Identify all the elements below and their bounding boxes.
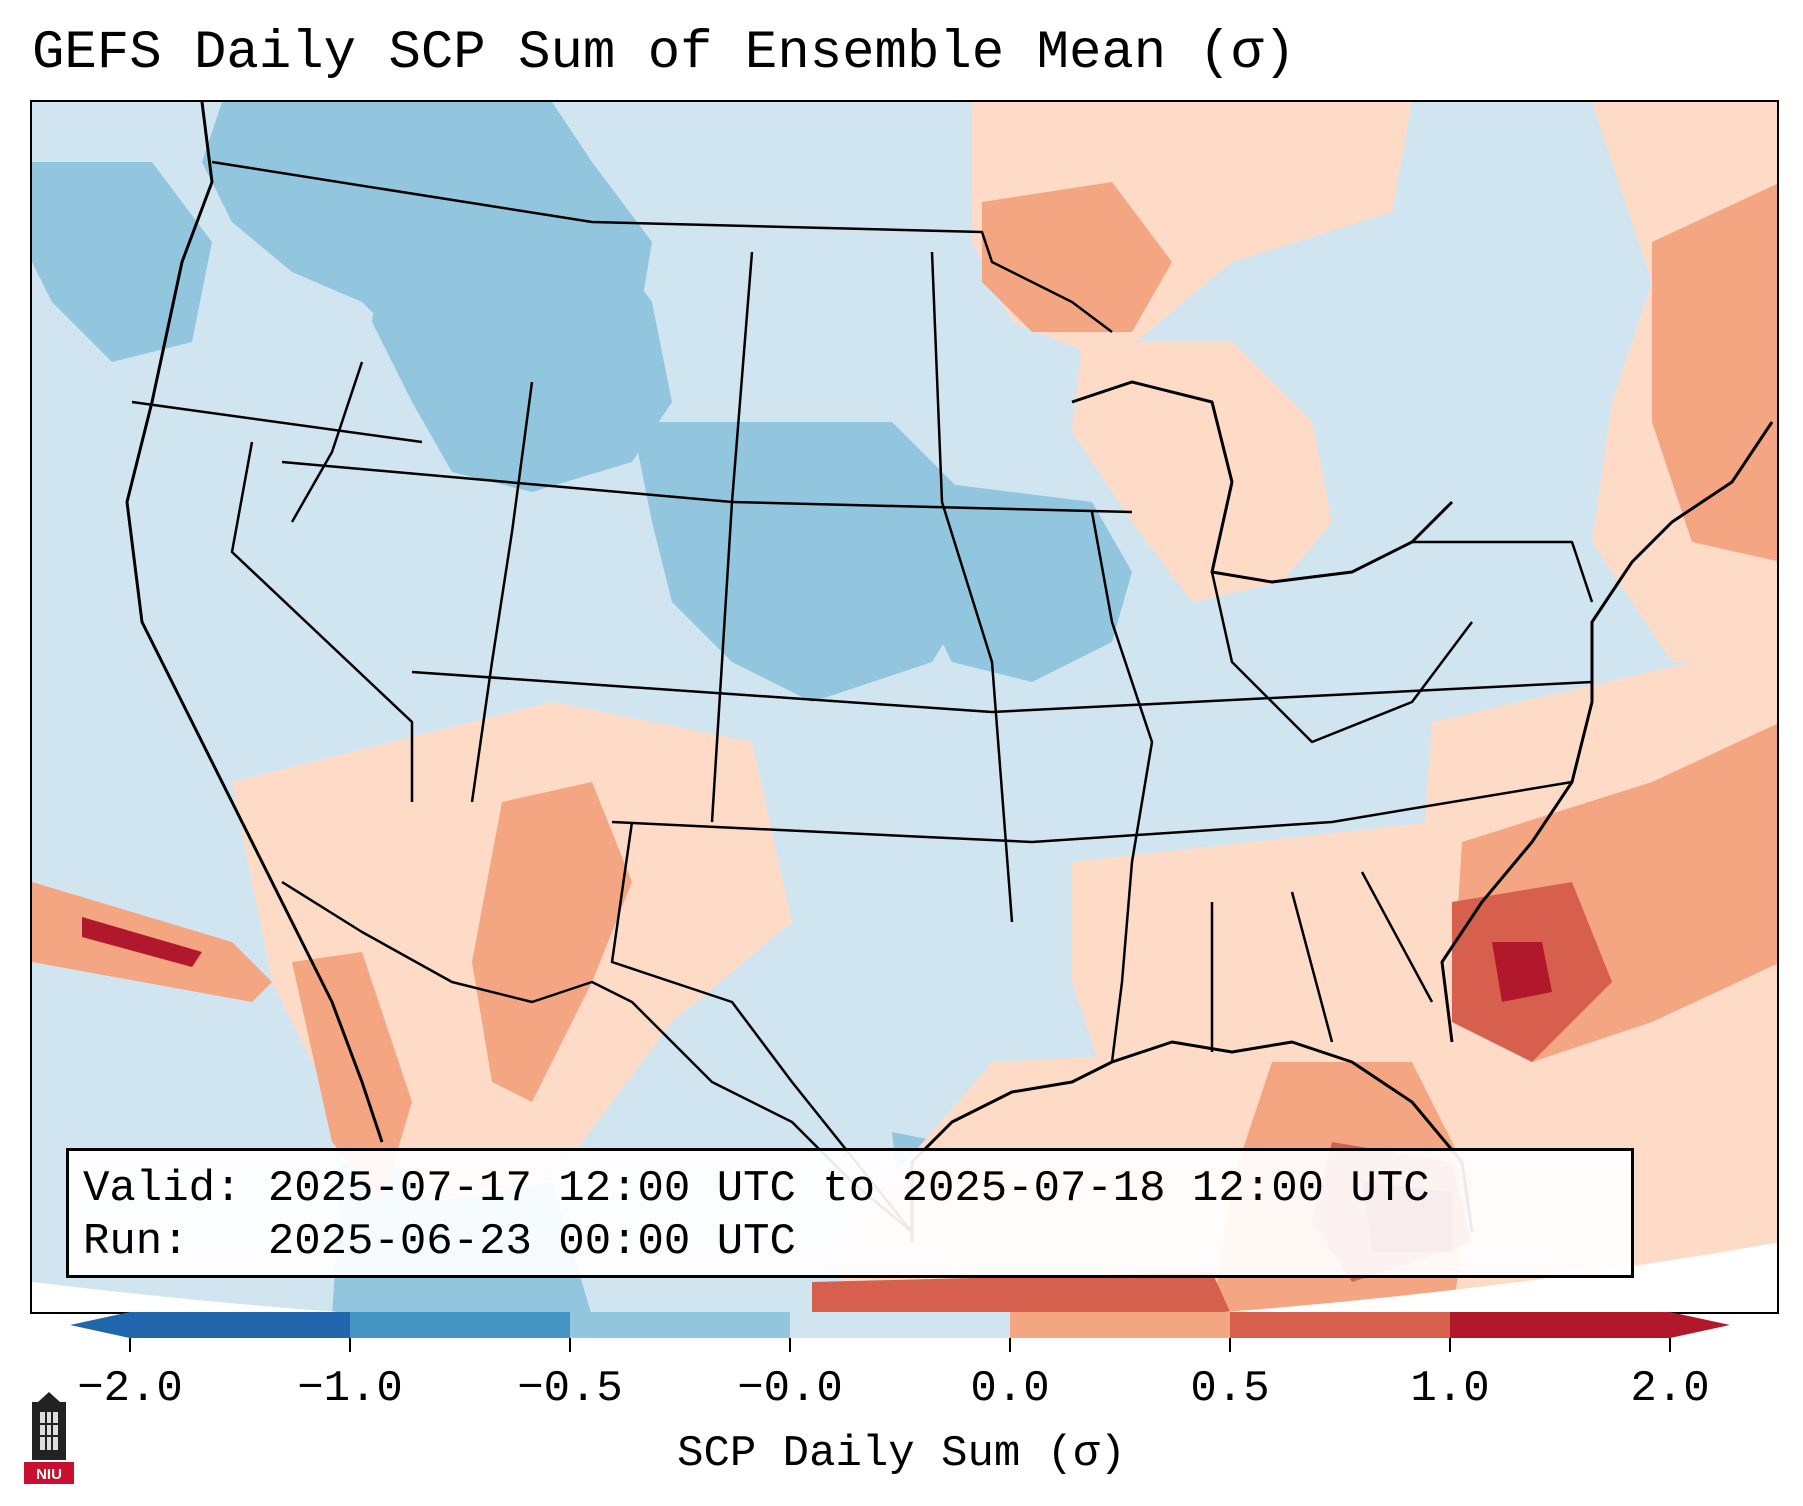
- colorbar-segment: [790, 1312, 1011, 1338]
- anomaly-canada-north-core: [982, 182, 1172, 332]
- pennsylvania: [1412, 540, 1594, 603]
- anomaly-carolina-peak: [1492, 942, 1552, 1002]
- colorbar-segment: [1230, 1312, 1451, 1338]
- map-domain-edge: [32, 1242, 1777, 1312]
- colorbar-segment: [1450, 1312, 1671, 1338]
- colorbar-tick-mark: [789, 1338, 791, 1352]
- anomaly-montana: [372, 192, 672, 492]
- anomaly-new-mexico-core: [472, 782, 632, 1102]
- colorbar-tick-mark: [129, 1338, 131, 1352]
- anomaly-great-lakes: [1072, 342, 1332, 602]
- colorbar-label: SCP Daily Sum (σ): [677, 1429, 1126, 1479]
- anomaly-northeast-core: [1652, 183, 1777, 562]
- us-canada-border: [211, 160, 1113, 333]
- valid-value: 2025-07-17 12:00 UTC to 2025-07-18 12:00…: [267, 1164, 1430, 1214]
- rockies-line: [470, 381, 534, 803]
- ca-nv-border: [230, 441, 414, 802]
- colorbar-tick-mark: [1229, 1338, 1231, 1352]
- idaho-border: [290, 361, 364, 523]
- colorbar-tick-mark: [569, 1338, 571, 1352]
- anomaly-gulf-south-strip: [812, 1272, 1231, 1312]
- or-ca-border: [131, 400, 423, 444]
- valid-line: Valid: 2025-07-17 12:00 UTC to 2025-07-1…: [83, 1163, 1617, 1216]
- colorbar-segment: [130, 1312, 351, 1338]
- mid-horizontal-3: [611, 780, 1573, 844]
- mid-horizontal-1: [281, 460, 1133, 514]
- southeast-lines: [1210, 871, 1434, 1052]
- colorbar-extend-high: [1670, 1312, 1730, 1338]
- colorbar-tick-label: −1.0: [297, 1364, 403, 1414]
- colorbar-tick-label: −0.0: [737, 1364, 843, 1414]
- colorbar-tick-mark: [1009, 1338, 1011, 1352]
- colorbar-tick-label: −2.0: [77, 1364, 183, 1414]
- run-label: Run:: [83, 1217, 189, 1267]
- valid-run-info-box: Valid: 2025-07-17 12:00 UTC to 2025-07-1…: [66, 1148, 1634, 1278]
- valid-label: Valid:: [83, 1164, 242, 1214]
- run-value: 2025-06-23 00:00 UTC: [267, 1217, 796, 1267]
- colorbar-tick-mark: [349, 1338, 351, 1352]
- niu-logo-badge: [24, 1462, 74, 1484]
- run-line: Run: 2025-06-23 00:00 UTC: [83, 1216, 1617, 1269]
- mississippi-line: [1090, 511, 1154, 1063]
- mid-horizontal-2: [411, 670, 1593, 714]
- colorbar-tick-label: 0.0: [970, 1364, 1050, 1414]
- colorbar-tick-mark: [1449, 1338, 1451, 1352]
- colorbar-tick-label: 2.0: [1630, 1364, 1710, 1414]
- coastlines: [125, 102, 1774, 1242]
- niu-logo: NIU: [24, 1392, 74, 1484]
- colorbar-segments: [70, 1312, 1730, 1338]
- west-coast: [125, 102, 384, 1143]
- niu-logo-text: NIU: [36, 1466, 62, 1483]
- anomaly-pacific-band-peak: [82, 917, 202, 967]
- anomaly-iowa: [912, 482, 1132, 682]
- colorbar-tick-label: 1.0: [1410, 1364, 1490, 1414]
- colorbar-tick-label: 0.5: [1190, 1364, 1270, 1414]
- chart-title: GEFS Daily SCP Sum of Ensemble Mean (σ): [32, 23, 1296, 84]
- gulf-coast: [910, 1040, 1474, 1242]
- anomaly-pacific-offshore: [32, 162, 212, 362]
- colorbar-segment: [1010, 1312, 1231, 1338]
- state-borders: [131, 160, 1594, 1233]
- map-canvas: [32, 102, 1777, 1312]
- anomaly-northern-plains: [632, 422, 982, 702]
- colorbar: [70, 1312, 1730, 1338]
- colorbar-tick-label: −0.5: [517, 1364, 623, 1414]
- ohio-valley: [1210, 571, 1473, 744]
- map-panel: [30, 100, 1779, 1314]
- colorbar-segment: [350, 1312, 571, 1338]
- colorbar-segment: [570, 1312, 791, 1338]
- niu-logo-window: [40, 1412, 58, 1450]
- colorbar-extend-low: [70, 1312, 130, 1338]
- east-coast: [1440, 421, 1774, 1043]
- dakotas-line: [930, 251, 1014, 923]
- colorbar-tick-mark: [1669, 1338, 1671, 1352]
- texas-border: [610, 821, 913, 1233]
